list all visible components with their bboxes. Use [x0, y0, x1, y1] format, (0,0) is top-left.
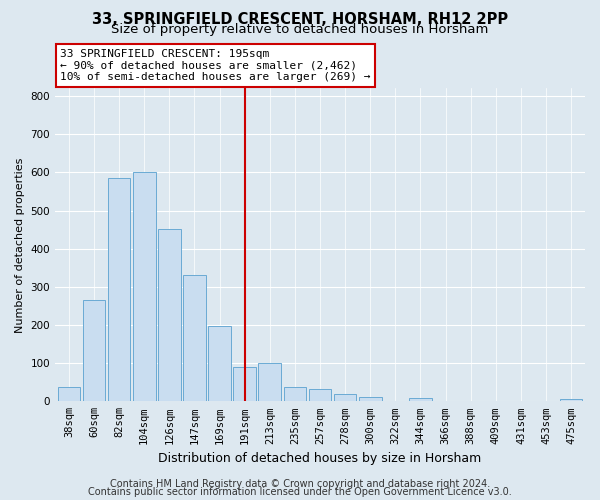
Text: 33, SPRINGFIELD CRESCENT, HORSHAM, RH12 2PP: 33, SPRINGFIELD CRESCENT, HORSHAM, RH12 …: [92, 12, 508, 28]
Bar: [108, 178, 130, 402]
Bar: [359, 398, 382, 402]
X-axis label: Distribution of detached houses by size in Horsham: Distribution of detached houses by size …: [158, 452, 482, 465]
Bar: [133, 172, 155, 402]
Bar: [309, 389, 331, 402]
Bar: [233, 367, 256, 402]
Text: Contains public sector information licensed under the Open Government Licence v3: Contains public sector information licen…: [88, 487, 512, 497]
Bar: [183, 274, 206, 402]
Y-axis label: Number of detached properties: Number of detached properties: [15, 157, 25, 332]
Bar: [334, 394, 356, 402]
Bar: [208, 326, 231, 402]
Bar: [83, 300, 105, 402]
Text: Size of property relative to detached houses in Horsham: Size of property relative to detached ho…: [112, 22, 488, 36]
Bar: [560, 400, 583, 402]
Bar: [158, 229, 181, 402]
Bar: [284, 387, 306, 402]
Bar: [409, 398, 432, 402]
Bar: [259, 363, 281, 402]
Text: Contains HM Land Registry data © Crown copyright and database right 2024.: Contains HM Land Registry data © Crown c…: [110, 479, 490, 489]
Bar: [58, 387, 80, 402]
Text: 33 SPRINGFIELD CRESCENT: 195sqm
← 90% of detached houses are smaller (2,462)
10%: 33 SPRINGFIELD CRESCENT: 195sqm ← 90% of…: [61, 49, 371, 82]
